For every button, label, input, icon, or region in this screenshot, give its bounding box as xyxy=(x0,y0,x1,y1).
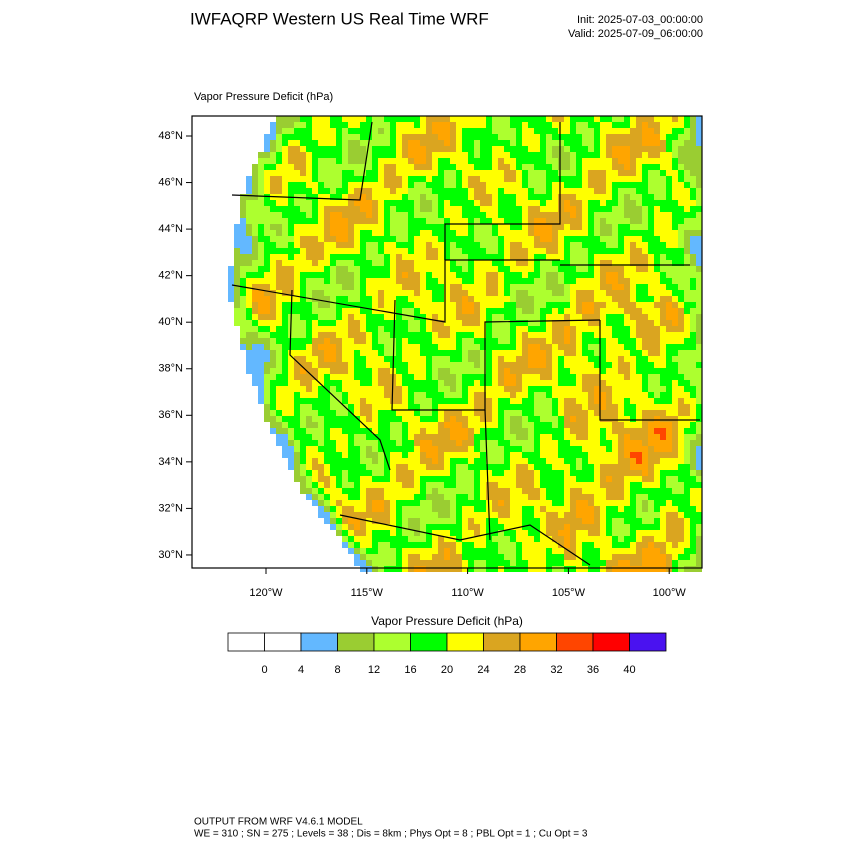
lon-tick-label: 105°W xyxy=(552,587,586,599)
lat-tick-label: 42°N xyxy=(158,270,183,282)
colorbar-label: 40 xyxy=(623,664,635,676)
colorbar-label: 4 xyxy=(298,664,304,676)
colorbar-box xyxy=(556,632,594,652)
lat-tick-label: 36°N xyxy=(158,409,183,421)
state-border xyxy=(231,121,373,201)
borders xyxy=(231,121,700,566)
colorbar-label: 28 xyxy=(514,664,526,676)
lon-axis: 120°W 115°W 110°W 105°W 100°W xyxy=(249,568,686,599)
colorbar: 0 4 8 12 16 20 24 28 32 36 40 xyxy=(227,632,667,676)
field xyxy=(192,116,702,572)
colorbar-label: 20 xyxy=(441,664,453,676)
map-frame xyxy=(191,115,703,569)
colorbar-label: 12 xyxy=(368,664,380,676)
lat-tick-label: 46°N xyxy=(158,176,183,188)
title: IWFAQRP Western US Real Time WRF xyxy=(190,9,489,28)
field-region xyxy=(240,116,702,572)
lon-tick-label: 115°W xyxy=(351,587,384,599)
lat-axis: 48°N 46°N 44°N 42°N 40°N 38°N 36°N 34°N 32°N 30°N xyxy=(158,130,192,561)
colorbar-box xyxy=(592,632,630,652)
colorbar-box xyxy=(629,632,667,652)
colorbar-box xyxy=(337,632,375,652)
field-region xyxy=(252,116,690,572)
colorbar-box xyxy=(519,632,557,652)
colorbar-label: 16 xyxy=(404,664,416,676)
field-region xyxy=(234,116,702,572)
colorbar-box xyxy=(300,632,338,652)
state-border xyxy=(289,289,391,471)
colorbar-label: 36 xyxy=(587,664,599,676)
lon-tick-label: 100°W xyxy=(653,587,687,599)
state-border xyxy=(445,259,690,266)
lon-tick-label: 110°W xyxy=(451,587,484,599)
colorbar-box xyxy=(446,632,484,652)
lat-tick-label: 34°N xyxy=(158,456,183,468)
state-border xyxy=(484,320,700,541)
colorbar-box xyxy=(410,632,448,652)
colorbar-box xyxy=(373,632,411,652)
footer-line: WE = 310 ; SN = 275 ; Levels = 38 ; Dis … xyxy=(194,829,588,840)
country-border xyxy=(339,514,591,566)
valid-time: Valid: 2025-07-09_06:00:00 xyxy=(568,28,703,40)
colorbar-label: 8 xyxy=(334,664,340,676)
lat-tick-label: 48°N xyxy=(158,130,183,142)
field-region xyxy=(246,116,702,572)
colorbar-box xyxy=(264,632,302,652)
colorbar-label: 24 xyxy=(477,664,489,676)
colorbar-box xyxy=(483,632,521,652)
lon-tick-label: 120°W xyxy=(249,587,283,599)
colorbar-box xyxy=(227,632,265,652)
state-border xyxy=(231,122,561,323)
footer-line: OUTPUT FROM WRF V4.6.1 MODEL xyxy=(194,817,363,828)
init-time: Init: 2025-07-03_00:00:00 xyxy=(577,14,703,26)
lat-tick-label: 40°N xyxy=(158,316,183,328)
colorbar-label: 0 xyxy=(261,664,267,676)
lat-tick-label: 38°N xyxy=(158,363,183,375)
colorbar-title: Vapor Pressure Deficit (hPa) xyxy=(371,614,523,628)
lat-tick-label: 32°N xyxy=(158,502,183,514)
map-label: Vapor Pressure Deficit (hPa) xyxy=(194,91,333,103)
lat-tick-label: 44°N xyxy=(158,223,183,235)
field-region xyxy=(630,428,666,464)
colorbar-label: 32 xyxy=(550,664,562,676)
lat-tick-label: 30°N xyxy=(158,549,183,561)
